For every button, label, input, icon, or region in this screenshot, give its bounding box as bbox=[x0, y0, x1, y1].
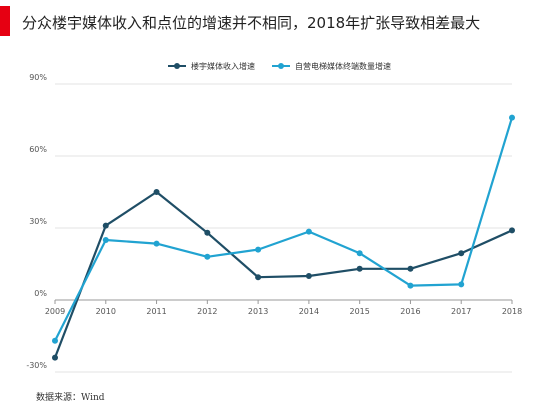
data-source-note: 数据来源：Wind bbox=[36, 393, 105, 403]
series-2-point-5 bbox=[305, 228, 312, 235]
series-1-point-9 bbox=[509, 227, 515, 234]
chart-legend: 楼宇媒体收入增速 自营电梯媒体终端数量增速 bbox=[0, 58, 540, 74]
axes bbox=[54, 299, 513, 304]
legend-swatch-series-2 bbox=[272, 62, 290, 70]
tick-labels: -30% 0% 30% 60% 90% 2009 2010 2011 2012 2013 2014 2… bbox=[26, 73, 522, 370]
y-tick-label-0: -30% bbox=[26, 361, 47, 370]
series-2-point-0 bbox=[52, 337, 58, 344]
legend-swatch-series-1 bbox=[168, 62, 186, 70]
x-tick-label-2: 2011 bbox=[146, 307, 166, 316]
y-tick-label-2: 30% bbox=[29, 217, 47, 226]
series-2-point-7 bbox=[407, 282, 414, 289]
y-tick-label-4: 90% bbox=[29, 73, 47, 82]
legend-label-series-1: 楼宇媒体收入增速 bbox=[191, 61, 255, 71]
series-1-point-5 bbox=[305, 273, 312, 279]
series-1-point-8 bbox=[458, 250, 465, 257]
legend-item-series-1: 楼宇媒体收入增速 bbox=[168, 58, 255, 74]
legend-item-series-2: 自营电梯媒体终端数量增速 bbox=[272, 58, 391, 74]
y-tick-label-3: 60% bbox=[29, 145, 47, 154]
series-2-point-9 bbox=[509, 114, 515, 121]
x-tick-label-0: 2009 bbox=[45, 307, 65, 316]
gridlines bbox=[55, 83, 512, 373]
legend-label-series-2: 自营电梯媒体终端数量增速 bbox=[295, 61, 391, 71]
x-tick-label-5: 2014 bbox=[299, 307, 319, 316]
title-accent-bar bbox=[0, 6, 10, 36]
x-tick-label-8: 2017 bbox=[451, 307, 471, 316]
series-1-point-0 bbox=[52, 354, 58, 361]
header: 分众楼宇媒体收入和点位的增速并不相同，2018年扩张导致相差最大 bbox=[0, 0, 540, 42]
x-tick-label-4: 2013 bbox=[248, 307, 268, 316]
series-2-point-6 bbox=[356, 250, 363, 257]
series-1-point-4 bbox=[255, 274, 262, 281]
series-1-point-7 bbox=[407, 265, 414, 272]
series-line-1 bbox=[53, 190, 513, 358]
chart-title: 分众楼宇媒体收入和点位的增速并不相同，2018年扩张导致相差最大 bbox=[22, 14, 481, 32]
x-tick-label-9: 2018 bbox=[502, 307, 522, 316]
series-2-point-1 bbox=[102, 237, 109, 243]
y-tick-label-1: 0% bbox=[34, 289, 47, 298]
series-1-point-6 bbox=[356, 265, 363, 272]
series-2-point-8 bbox=[458, 281, 465, 288]
series-line-2 bbox=[54, 117, 514, 342]
x-tick-label-3: 2012 bbox=[197, 307, 217, 316]
series-1-point-1 bbox=[102, 222, 109, 229]
series-2-point-2 bbox=[153, 240, 160, 247]
series-2-point-4 bbox=[255, 246, 262, 253]
x-tick-label-1: 2010 bbox=[96, 307, 116, 316]
x-tick-label-7: 2016 bbox=[400, 307, 420, 316]
series-1-point-3 bbox=[204, 229, 211, 236]
series-2-point-3 bbox=[204, 253, 211, 260]
series-1-point-2 bbox=[153, 189, 160, 195]
x-tick-label-6: 2015 bbox=[349, 307, 369, 316]
series bbox=[52, 114, 515, 361]
